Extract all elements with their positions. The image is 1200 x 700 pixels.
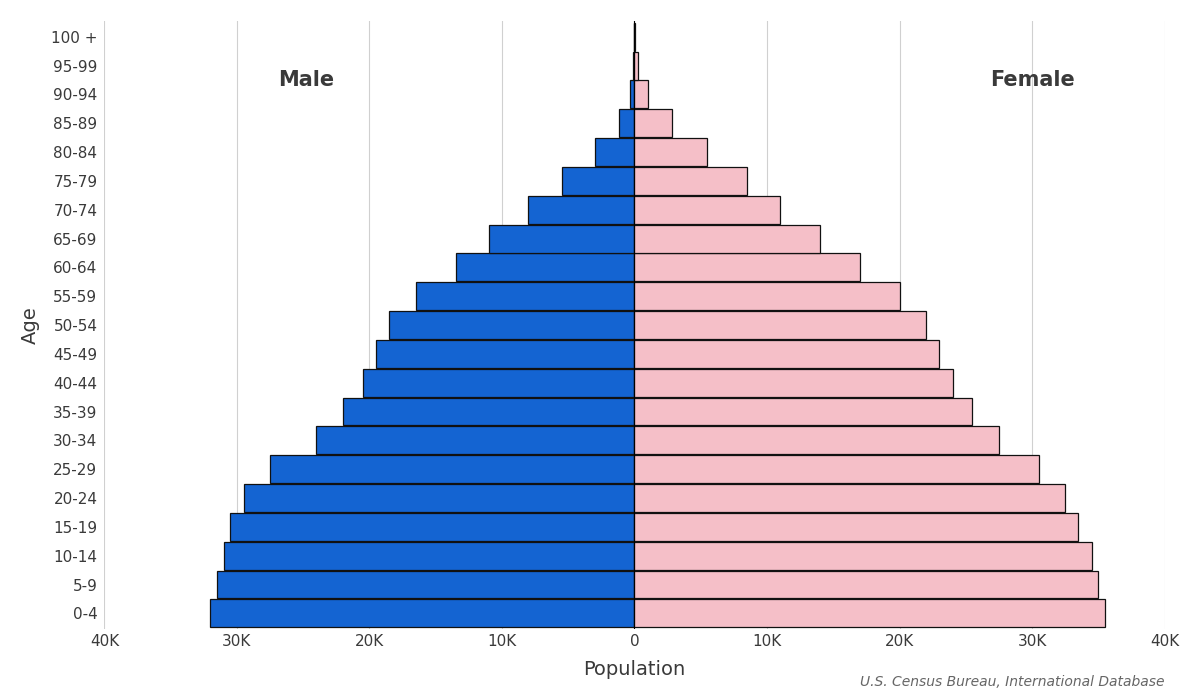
Bar [317, 426, 635, 454]
Bar [416, 282, 635, 310]
Bar [595, 138, 635, 166]
Bar [210, 599, 635, 627]
Bar [635, 369, 953, 397]
Bar [635, 167, 748, 195]
Bar [635, 455, 1039, 483]
Bar [635, 570, 1098, 598]
Bar [635, 253, 859, 281]
Bar [630, 80, 635, 108]
Bar [230, 513, 635, 541]
Bar [635, 138, 707, 166]
Bar [488, 225, 635, 253]
Bar [635, 340, 940, 368]
Y-axis label: Age: Age [20, 306, 40, 344]
Bar [635, 80, 648, 108]
Bar [376, 340, 635, 368]
Bar [343, 398, 635, 426]
Text: U.S. Census Bureau, International Database: U.S. Census Bureau, International Databa… [859, 676, 1164, 690]
Bar [223, 542, 635, 570]
Bar [362, 369, 635, 397]
Bar [635, 52, 638, 80]
X-axis label: Population: Population [583, 660, 685, 679]
Bar [635, 196, 780, 224]
Bar [244, 484, 635, 512]
Bar [635, 542, 1092, 570]
Bar [635, 282, 900, 310]
Bar [528, 196, 635, 224]
Text: Male: Male [277, 70, 334, 90]
Bar [635, 398, 972, 426]
Bar [635, 513, 1079, 541]
Bar [635, 311, 926, 339]
Bar [635, 484, 1066, 512]
Bar [618, 109, 635, 137]
Bar [635, 225, 820, 253]
Bar [635, 599, 1105, 627]
Bar [635, 426, 998, 454]
Text: Female: Female [990, 70, 1074, 90]
Bar [635, 109, 672, 137]
Bar [270, 455, 635, 483]
Bar [389, 311, 635, 339]
Bar [456, 253, 635, 281]
Bar [217, 570, 635, 598]
Bar [562, 167, 635, 195]
